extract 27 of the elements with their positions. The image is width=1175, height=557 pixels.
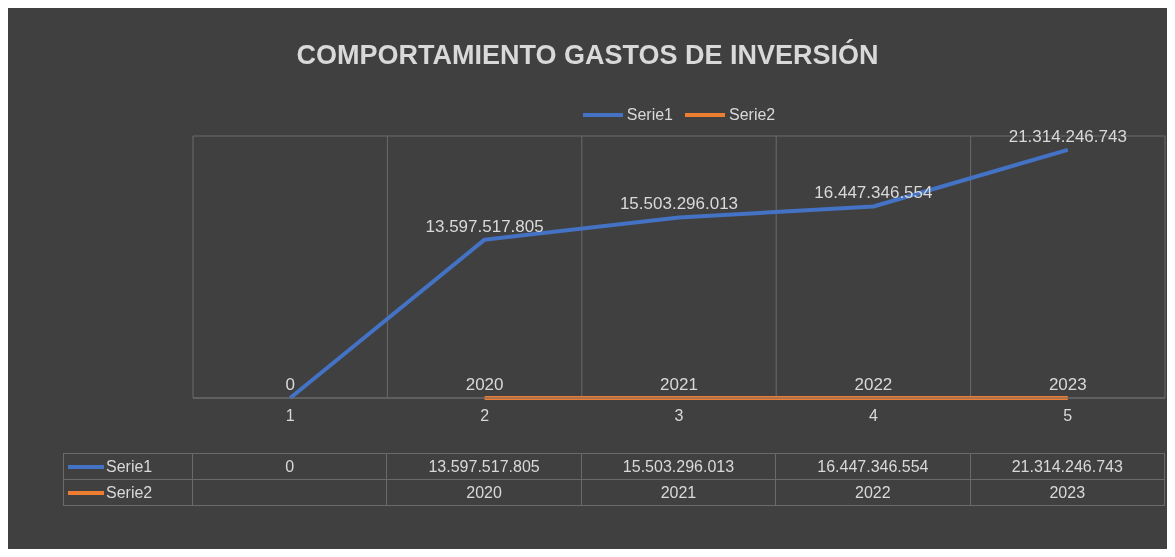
x-tick-label: 5 xyxy=(1063,407,1073,425)
x-tick-label: 4 xyxy=(868,407,878,425)
data-label: 2020 xyxy=(386,479,582,506)
data-label: 21.314.246.743 xyxy=(970,453,1165,480)
data-label: 2021 xyxy=(581,479,776,506)
text: Serie2 xyxy=(106,483,153,501)
text: 13.597.517.805 xyxy=(425,216,544,236)
text: 2021 xyxy=(660,375,698,394)
text: 2020 xyxy=(465,375,504,394)
x-tick-label: 3 xyxy=(674,407,684,425)
data-label: 2022 xyxy=(775,479,971,506)
text: Serie1 xyxy=(106,457,153,475)
x-tick-label: 1 xyxy=(285,407,295,425)
data-label: 0 xyxy=(192,453,387,480)
text: 2023 xyxy=(1048,375,1087,394)
legend-label: Serie1 xyxy=(625,106,673,124)
text: 15.503.296.013 xyxy=(619,194,739,214)
data-label: 2023 xyxy=(970,479,1165,506)
chart-title: COMPORTAMIENTO GASTOS DE INVERSIÓN xyxy=(295,40,880,71)
text: 21.314.246.743 xyxy=(1008,126,1127,146)
text: 2022 xyxy=(854,375,893,394)
data-label: 15.503.296.013 xyxy=(581,453,776,480)
x-tick-label: 2 xyxy=(480,407,490,425)
legend-label: Serie2 xyxy=(728,106,776,124)
data-label: 16.447.346.554 xyxy=(775,453,971,480)
text: 0 xyxy=(285,375,295,394)
data-label: 13.597.517.805 xyxy=(386,453,582,480)
